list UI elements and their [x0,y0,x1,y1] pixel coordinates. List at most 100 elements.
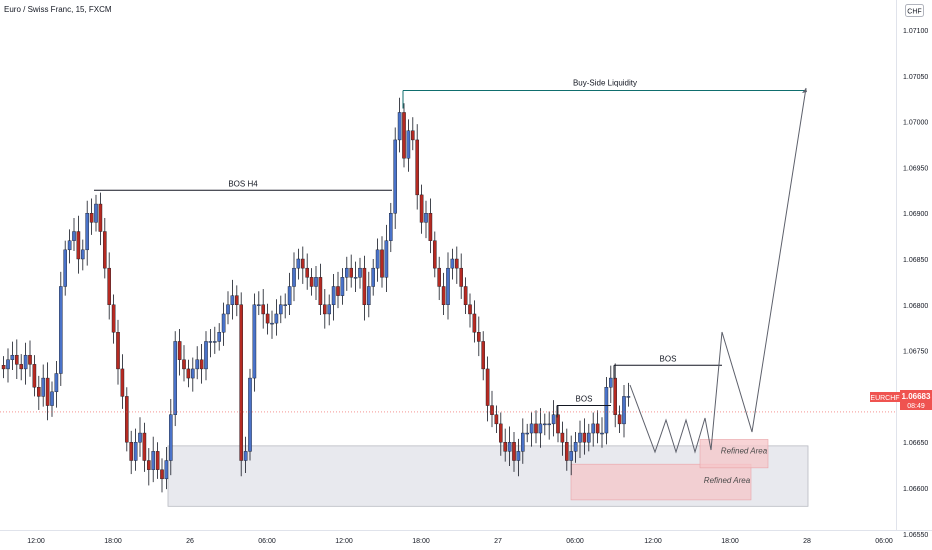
bearish-candle [28,354,32,365]
bullish-candle [279,304,283,315]
x-tick-label: 06:00 [566,538,584,545]
annotations-layer: Buy-Side Liquidity BOS H4 BOS BOS Refined Ar… [0,78,896,485]
refined-area-label-2: Refined Area [721,446,768,455]
bullish-candle [331,286,336,306]
bullish-candle [257,304,261,306]
bullish-candle [609,377,613,388]
bullish-candle [204,341,208,370]
bearish-candle [490,405,494,415]
bullish-candle [217,332,222,342]
bearish-candle [305,267,310,278]
x-tick-label: 12:00 [335,538,353,545]
bullish-candle [41,377,45,397]
bearish-candle [494,414,499,425]
bullish-candle [397,112,402,141]
buy-side-liquidity-label: Buy-Side Liquidity [573,78,637,87]
time-axis[interactable]: 12:00 18:00 26 06:00 12:00 18:00 27 06:00 12:00 1… [27,538,893,545]
bearish-candle [98,203,103,232]
bullish-candle [538,423,543,434]
bullish-candle [296,258,301,269]
x-tick-label: 26 [186,538,194,545]
bearish-candle [261,304,266,315]
bearish-candle [239,304,244,461]
bearish-candle [89,212,94,223]
x-tick-label: 12:00 [644,538,662,545]
bullish-candle [424,212,428,223]
bullish-candle [248,377,252,452]
bullish-candle [340,277,345,296]
bearish-candle [556,414,560,434]
bullish-candle [384,240,389,278]
bullish-candle [547,423,551,426]
y-tick-label: 1.07000 [903,120,928,127]
bearish-candle [116,332,120,370]
bearish-candle [534,423,538,434]
bullish-candle [23,354,28,370]
y-tick-label: 1.06650 [903,440,928,447]
bullish-candle [270,322,274,325]
bullish-candle [230,295,235,306]
bullish-candle [72,231,76,241]
bullish-candle [600,432,604,435]
bullish-candle [54,373,59,393]
bearish-candle [14,354,19,365]
bullish-candle [525,432,529,435]
bearish-candle [186,368,191,379]
bullish-candle [345,267,349,278]
bearish-candle [481,341,486,370]
bullish-candle [573,442,578,452]
bullish-candle [551,414,556,425]
projected-path[interactable] [629,87,807,454]
bearish-candle [402,112,406,159]
x-tick-label: 18:00 [721,538,739,545]
bearish-candle [129,442,134,461]
bullish-candle [243,451,248,461]
bullish-candle [587,432,591,443]
bearish-candle [468,304,472,315]
bullish-candle [287,286,292,306]
bullish-candle [226,304,230,315]
bullish-candle [67,240,72,251]
y-tick-label: 1.06850 [903,257,928,264]
bullish-candle [569,451,573,461]
refined-area-zone-1[interactable] [570,463,752,501]
bearish-candle [560,432,565,443]
bearish-candle [1,365,6,370]
bearish-candle [76,231,81,260]
bullish-candle [50,391,54,406]
bos-label-2: BOS [660,354,677,363]
bullish-candle [151,451,156,470]
bearish-candle [199,359,204,370]
x-tick-label: 06:00 [258,538,276,545]
bearish-candle [45,377,50,406]
bullish-candle [371,267,376,287]
bearish-candle [309,277,314,287]
bearish-candle [595,423,600,434]
bullish-candle [450,258,455,269]
bullish-candle [164,460,169,480]
bearish-candle [124,396,129,443]
bearish-candle [463,286,468,306]
bearish-candle [503,442,508,452]
bullish-candle [208,341,213,343]
bearish-candle [419,194,424,223]
bullish-candle [406,130,411,159]
bearish-candle [411,130,415,141]
bullish-candle [529,423,534,434]
bullish-candle [314,277,318,287]
bearish-candle [111,304,116,333]
bullish-candle [591,423,595,434]
x-tick-label: 27 [494,538,502,545]
bullish-candle [252,304,257,379]
bearish-candle [459,267,464,287]
currency-badge[interactable] [905,4,924,17]
bullish-candle [283,304,288,306]
bearish-candle [512,442,516,461]
bearish-candle [437,267,442,287]
bullish-candle [622,396,626,425]
symbol-title[interactable]: Euro / Swiss Franc, 15, FXCM [4,5,112,14]
y-tick-label: 1.06950 [903,165,928,172]
bullish-candle [85,212,89,251]
bearish-candle [349,267,354,278]
